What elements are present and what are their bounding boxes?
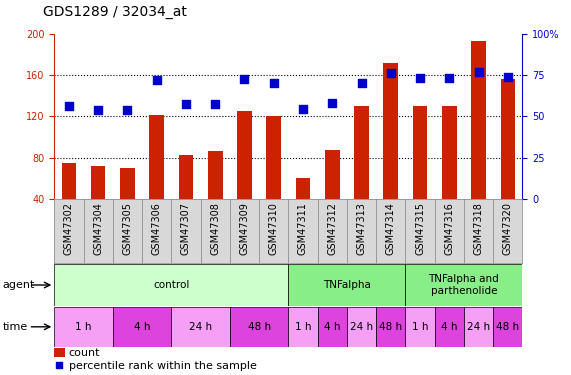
Bar — [179, 155, 193, 199]
Text: GSM47302: GSM47302 — [64, 202, 74, 255]
FancyBboxPatch shape — [405, 264, 522, 306]
Bar — [442, 106, 457, 199]
Text: 4 h: 4 h — [441, 322, 457, 332]
Bar — [208, 151, 223, 199]
Point — [299, 106, 308, 112]
Text: GSM47304: GSM47304 — [93, 202, 103, 255]
Text: GSM47320: GSM47320 — [503, 202, 513, 255]
Point — [386, 70, 395, 76]
FancyBboxPatch shape — [230, 307, 288, 347]
Text: 24 h: 24 h — [189, 322, 212, 332]
Point — [474, 69, 483, 75]
FancyBboxPatch shape — [464, 307, 493, 347]
FancyBboxPatch shape — [113, 307, 171, 347]
Text: 24 h: 24 h — [467, 322, 490, 332]
Point — [211, 101, 220, 107]
Bar — [150, 115, 164, 199]
Text: GDS1289 / 32034_at: GDS1289 / 32034_at — [43, 5, 187, 19]
Text: 1 h: 1 h — [412, 322, 428, 332]
Point — [357, 80, 366, 86]
FancyBboxPatch shape — [288, 264, 405, 306]
Point — [182, 101, 191, 107]
Text: agent: agent — [3, 280, 35, 290]
Point — [54, 362, 63, 368]
Point — [503, 74, 512, 80]
Text: GSM47313: GSM47313 — [356, 202, 367, 255]
Text: GSM47309: GSM47309 — [239, 202, 250, 255]
Text: GSM47310: GSM47310 — [269, 202, 279, 255]
Bar — [267, 116, 281, 199]
FancyBboxPatch shape — [493, 307, 522, 347]
FancyBboxPatch shape — [376, 307, 405, 347]
Text: percentile rank within the sample: percentile rank within the sample — [69, 361, 256, 371]
Text: 24 h: 24 h — [350, 322, 373, 332]
FancyBboxPatch shape — [347, 307, 376, 347]
Point — [123, 107, 132, 113]
Point — [416, 75, 425, 81]
Point — [152, 77, 161, 83]
FancyBboxPatch shape — [54, 264, 288, 306]
Point — [269, 80, 278, 86]
Text: time: time — [3, 322, 28, 332]
Point — [240, 76, 249, 82]
Bar — [413, 106, 427, 199]
FancyBboxPatch shape — [54, 307, 113, 347]
Text: GSM47306: GSM47306 — [152, 202, 162, 255]
Text: 1 h: 1 h — [75, 322, 92, 332]
Text: TNFalpha and
parthenolide: TNFalpha and parthenolide — [429, 274, 499, 296]
Bar — [237, 111, 252, 199]
Point — [94, 107, 103, 113]
Text: GSM47312: GSM47312 — [327, 202, 337, 255]
Text: GSM47311: GSM47311 — [298, 202, 308, 255]
Text: control: control — [153, 280, 190, 290]
Text: count: count — [69, 348, 100, 357]
Point — [328, 100, 337, 106]
Text: GSM47316: GSM47316 — [444, 202, 455, 255]
Bar — [325, 150, 340, 199]
Text: 1 h: 1 h — [295, 322, 311, 332]
Text: TNFalpha: TNFalpha — [323, 280, 371, 290]
Bar — [471, 41, 486, 199]
Text: GSM47305: GSM47305 — [122, 202, 132, 255]
Bar — [354, 106, 369, 199]
FancyBboxPatch shape — [288, 307, 317, 347]
Text: GSM47314: GSM47314 — [386, 202, 396, 255]
Bar — [384, 63, 398, 199]
Bar — [501, 79, 515, 199]
Text: GSM47307: GSM47307 — [181, 202, 191, 255]
Text: GSM47318: GSM47318 — [473, 202, 484, 255]
FancyBboxPatch shape — [317, 307, 347, 347]
Bar — [296, 178, 310, 199]
Text: GSM47315: GSM47315 — [415, 202, 425, 255]
Bar — [120, 168, 135, 199]
Text: 48 h: 48 h — [248, 322, 271, 332]
FancyBboxPatch shape — [171, 307, 230, 347]
Text: 48 h: 48 h — [379, 322, 403, 332]
Text: 4 h: 4 h — [134, 322, 150, 332]
Point — [65, 103, 74, 109]
Text: 4 h: 4 h — [324, 322, 340, 332]
Text: GSM47308: GSM47308 — [210, 202, 220, 255]
FancyBboxPatch shape — [405, 307, 435, 347]
Bar — [91, 166, 106, 199]
Bar — [62, 163, 76, 199]
FancyBboxPatch shape — [435, 307, 464, 347]
Point — [445, 75, 454, 81]
Text: 48 h: 48 h — [496, 322, 520, 332]
